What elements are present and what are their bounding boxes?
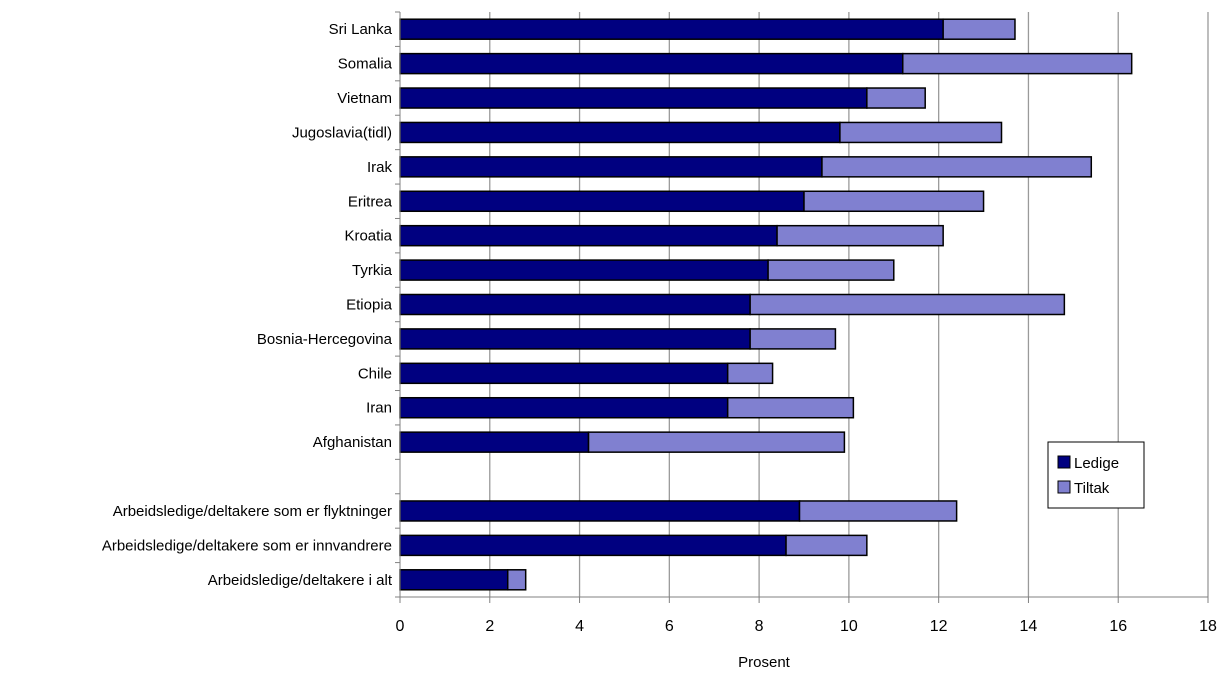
bar-ledige bbox=[399, 431, 590, 453]
bar-ledige bbox=[399, 52, 904, 75]
bar-tiltak bbox=[749, 328, 837, 350]
category-label: Iran bbox=[366, 400, 392, 417]
axes bbox=[395, 11, 1209, 603]
category-label: Afghanistan bbox=[313, 434, 392, 451]
bar-tiltak bbox=[506, 569, 527, 591]
x-tick-label: 16 bbox=[1109, 618, 1127, 635]
bar-ledige bbox=[399, 293, 751, 316]
category-label: Jugoslavia(tidl) bbox=[292, 124, 392, 141]
bar-tiltak bbox=[726, 362, 774, 385]
bar-ledige bbox=[399, 18, 944, 40]
bar-tiltak bbox=[776, 224, 944, 247]
bar-tiltak bbox=[839, 121, 1003, 144]
bar-ledige bbox=[399, 156, 823, 178]
x-tick-label: 14 bbox=[1020, 618, 1038, 635]
legend-swatch-tiltak bbox=[1057, 480, 1071, 494]
x-tick-labels: 0 2 4 6 8 10 12 14 16 18 bbox=[396, 618, 1217, 635]
bar-tiltak bbox=[587, 431, 846, 453]
bar-ledige bbox=[399, 396, 729, 419]
bar-tiltak bbox=[942, 18, 1016, 40]
bars bbox=[399, 18, 1133, 591]
bar-ledige bbox=[399, 190, 805, 213]
x-tick-label: 12 bbox=[930, 618, 948, 635]
category-label: Sri Lanka bbox=[329, 21, 393, 38]
category-label: Eritrea bbox=[348, 193, 393, 210]
bar-tiltak bbox=[821, 156, 1093, 178]
bar-tiltak bbox=[749, 293, 1066, 316]
bar-ledige bbox=[399, 87, 868, 109]
bar-ledige bbox=[399, 569, 509, 591]
legend-label-ledige: Ledige bbox=[1074, 455, 1119, 472]
category-label: Somalia bbox=[338, 56, 393, 73]
bar-ledige bbox=[399, 328, 751, 350]
legend-label-tiltak: Tiltak bbox=[1074, 480, 1110, 497]
legend-swatch-ledige bbox=[1057, 455, 1071, 469]
bar-tiltak bbox=[798, 500, 958, 522]
category-label: Arbeidsledige/deltakere som er flyktning… bbox=[113, 503, 392, 520]
bar-tiltak bbox=[803, 190, 985, 213]
category-labels: Sri Lanka Somalia Vietnam Jugoslavia(tidl) I… bbox=[102, 21, 393, 589]
bar-ledige bbox=[399, 224, 778, 247]
category-label: Tyrkia bbox=[352, 262, 393, 279]
bar-ledige bbox=[399, 362, 729, 385]
bar-tiltak bbox=[785, 534, 868, 557]
x-tick-label: 2 bbox=[485, 618, 494, 635]
bar-ledige bbox=[399, 534, 787, 557]
category-label: Arbeidsledige/deltakere som er innvandre… bbox=[102, 537, 392, 554]
bar-tiltak bbox=[902, 52, 1133, 75]
legend: Ledige Tiltak bbox=[1047, 441, 1145, 509]
category-label: Etiopia bbox=[346, 297, 393, 314]
category-label: Chile bbox=[358, 365, 392, 382]
bar-ledige bbox=[399, 121, 841, 144]
bar-tiltak bbox=[726, 396, 855, 419]
x-tick-label: 0 bbox=[396, 618, 405, 635]
category-label: Kroatia bbox=[344, 228, 392, 245]
x-tick-label: 8 bbox=[755, 618, 764, 635]
x-tick-label: 6 bbox=[665, 618, 674, 635]
legend-box bbox=[1047, 441, 1145, 509]
x-tick-label: 4 bbox=[575, 618, 584, 635]
bar-tiltak bbox=[866, 87, 926, 109]
bar-tiltak bbox=[767, 259, 895, 281]
category-label: Arbeidsledige/deltakere i alt bbox=[208, 572, 393, 589]
bar-ledige bbox=[399, 259, 769, 281]
category-label: Bosnia-Hercegovina bbox=[257, 331, 393, 348]
category-label: Irak bbox=[367, 159, 393, 176]
x-tick-label: 10 bbox=[840, 618, 858, 635]
category-label: Vietnam bbox=[337, 90, 392, 107]
x-axis-label: Prosent bbox=[738, 654, 791, 671]
bar-ledige bbox=[399, 500, 801, 522]
x-tick-label: 18 bbox=[1199, 618, 1217, 635]
